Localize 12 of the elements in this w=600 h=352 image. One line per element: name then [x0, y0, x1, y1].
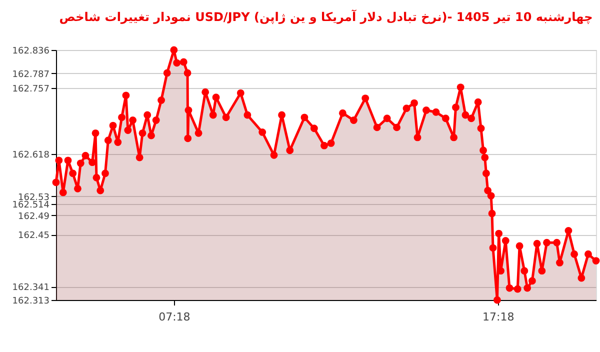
- x-tick-label: 17:18: [482, 310, 514, 324]
- y-tick-label: 162.313: [12, 296, 50, 306]
- y-tick-label: 162.45: [18, 231, 50, 242]
- chart-title: نمودار تغییرات شاخص USD/JPY (نرخ تبادل دلار آمریکا و ین ژاپن)- چهارشنبه 10 تیر 1405: [59, 9, 593, 24]
- y-tick-label: 162.514: [12, 200, 50, 210]
- y-tick-label: 162.787: [12, 70, 50, 80]
- y-tick-label: 162.618: [12, 150, 50, 161]
- y-tick-label: 162.341: [12, 283, 50, 294]
- x-tick-label: 07:18: [158, 310, 190, 324]
- y-tick-label: 162.836: [12, 46, 50, 56]
- y-tick-label: 162.757: [12, 84, 50, 94]
- y-tick-label: 162.49: [18, 212, 50, 222]
